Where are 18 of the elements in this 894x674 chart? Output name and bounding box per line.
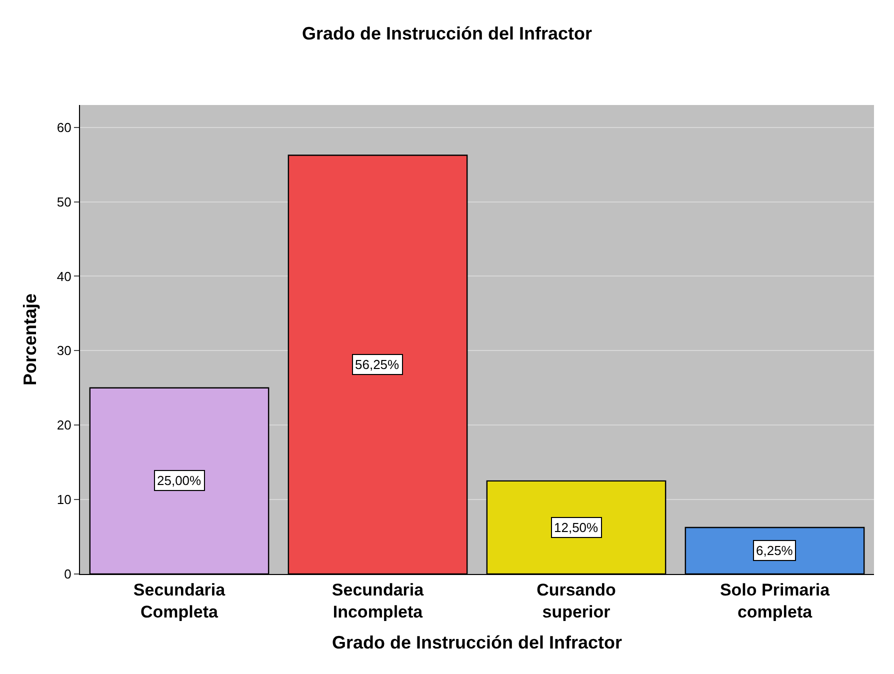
x-tick-label: Secundaria Incompleta (332, 580, 424, 622)
x-tick-label: Secundaria Completa (133, 580, 226, 622)
y-tick-label: 50 (56, 194, 72, 210)
data-label: 25,00% (157, 473, 202, 488)
data-label: 12,50% (554, 520, 599, 535)
chart-title: Grado de Instrucción del Infractor (302, 24, 592, 44)
y-tick-label: 30 (56, 343, 72, 358)
data-label: 6,25% (756, 543, 794, 558)
data-label: 56,25% (355, 357, 400, 372)
x-tick-label: Cursando superior (536, 580, 616, 622)
y-tick-label: 10 (56, 492, 72, 508)
y-tick-label: 0 (64, 566, 72, 582)
y-tick-label: 40 (56, 268, 72, 284)
x-axis-title: Grado de Instrucción del Infractor (332, 632, 622, 653)
x-tick-label: Solo Primaria completa (720, 580, 830, 622)
y-axis-title: Porcentaje (20, 293, 40, 386)
y-tick-label: 20 (56, 418, 72, 433)
y-tick-label: 60 (56, 120, 72, 135)
